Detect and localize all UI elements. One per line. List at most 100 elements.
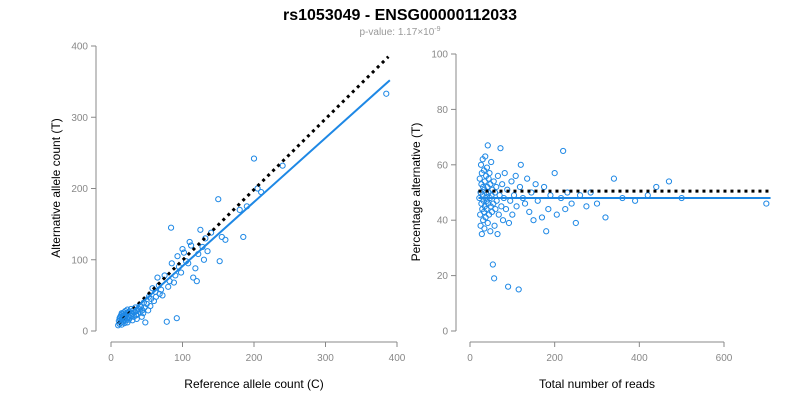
x-axis-label: Reference allele count (C) — [184, 377, 323, 391]
data-point — [180, 249, 188, 256]
data-point — [545, 206, 552, 213]
y-axis-label: Alternative allele count (T) — [49, 118, 63, 257]
data-point — [515, 286, 522, 293]
data-point — [593, 200, 601, 207]
data-point — [147, 302, 154, 310]
data-point — [487, 228, 494, 235]
y-tick-label: 300 — [71, 113, 88, 124]
data-point — [572, 219, 579, 227]
data-point — [187, 242, 195, 249]
pvalue-subtitle: p-value: 1.17×10-9 — [359, 26, 440, 38]
data-point — [165, 283, 172, 290]
x-tick-label: 600 — [716, 353, 733, 364]
y-tick-label: 100 — [431, 50, 448, 61]
data-point — [154, 274, 161, 281]
allele-count-scatter: 0 100 200 300 400 0 100 200 300 400 Reference alle… — [49, 42, 406, 392]
data-point — [216, 258, 223, 265]
data-point — [197, 226, 204, 233]
pvalue-prefix: p-value: 1.17 — [359, 27, 417, 38]
data-point — [192, 265, 199, 272]
data-point — [142, 319, 149, 326]
data-point — [478, 230, 485, 238]
y-tick-label: 400 — [71, 42, 88, 53]
x-tick-label: 400 — [631, 353, 648, 364]
data-point — [204, 248, 211, 255]
data-point — [551, 170, 558, 177]
y-tick-label: 0 — [442, 327, 448, 338]
data-point — [653, 183, 660, 191]
data-point — [168, 260, 175, 267]
x-tick-label: 200 — [246, 353, 263, 364]
data-point — [179, 245, 186, 253]
data-point — [509, 211, 516, 218]
data-point — [138, 313, 145, 320]
data-point — [190, 274, 197, 281]
data-point — [200, 256, 208, 263]
y-tick-label: 60 — [437, 160, 449, 171]
y-tick-label: 200 — [71, 184, 88, 195]
data-point — [530, 217, 537, 224]
data-point — [568, 200, 575, 207]
data-point — [167, 224, 175, 231]
x-tick-label: 200 — [546, 353, 563, 364]
data-point — [490, 178, 497, 185]
data-point — [140, 310, 147, 317]
fit-line — [117, 79, 391, 325]
data-point — [482, 153, 489, 160]
data-point — [250, 155, 258, 162]
data-point — [502, 206, 510, 213]
data-point — [610, 175, 618, 182]
data-point — [521, 200, 529, 207]
data-point — [279, 162, 286, 169]
data-point — [763, 200, 770, 207]
figure-title: rs1053049 - ENSG00000112033 — [283, 7, 517, 24]
data-point — [560, 147, 567, 155]
data-point — [483, 206, 490, 213]
data-point — [513, 203, 520, 210]
data-point — [499, 217, 507, 224]
data-point — [240, 233, 247, 241]
data-point — [524, 175, 531, 182]
data-point — [193, 278, 200, 285]
data-point — [508, 178, 515, 185]
data-point — [488, 158, 495, 166]
data-point — [516, 183, 524, 191]
data-point — [602, 214, 609, 221]
data-point — [494, 230, 501, 238]
data-point — [562, 206, 569, 213]
y-tick-label: 100 — [71, 255, 88, 266]
x-tick-label: 300 — [317, 353, 334, 364]
data-point — [505, 219, 513, 227]
data-point — [215, 196, 222, 203]
data-point — [505, 283, 512, 290]
pvalue-times: ×10 — [417, 27, 434, 38]
data-point — [498, 203, 505, 210]
data-point — [564, 189, 571, 196]
data-point — [532, 181, 539, 188]
x-tick-label: 100 — [174, 353, 191, 364]
data-point — [517, 161, 524, 168]
data-point — [501, 170, 508, 177]
data-point — [477, 161, 485, 168]
data-point — [526, 208, 533, 215]
data-point — [218, 233, 225, 241]
data-point — [174, 253, 181, 260]
data-point — [383, 90, 390, 97]
data-point — [665, 178, 673, 185]
y-axis-label: Percentage alternative (T) — [409, 123, 423, 262]
x-tick-label: 0 — [108, 353, 114, 364]
x-tick-label: 400 — [389, 353, 406, 364]
data-point — [499, 181, 506, 188]
x-tick-label: 0 — [467, 353, 473, 364]
data-point — [492, 206, 499, 213]
data-point — [186, 238, 193, 246]
data-point — [553, 211, 560, 218]
y-tick-label: 40 — [437, 216, 449, 227]
x-axis-label: Total number of reads — [539, 377, 655, 391]
y-tick-label: 0 — [82, 327, 88, 338]
data-point — [543, 228, 550, 235]
reference-line-dotted — [117, 55, 390, 325]
data-point — [583, 203, 590, 210]
data-point — [236, 206, 243, 213]
